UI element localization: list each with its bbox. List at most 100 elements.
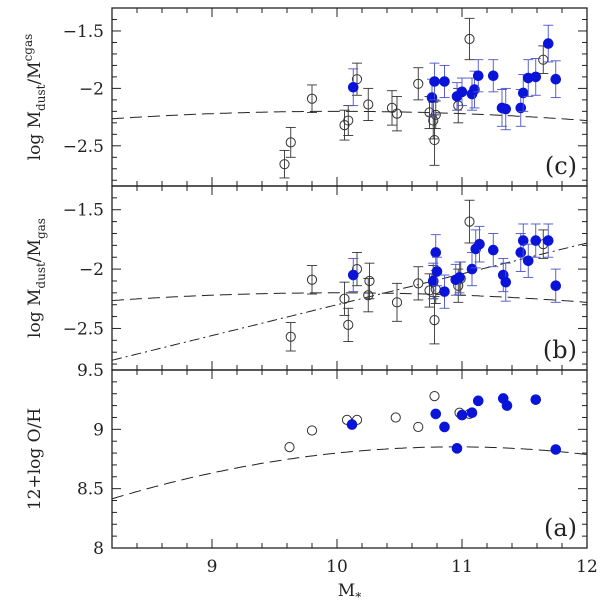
y-tick-label: 8: [93, 539, 104, 559]
y-tick-label: −1.5: [63, 22, 104, 42]
filled-data-point: [530, 235, 542, 246]
filled-data-point: [542, 235, 554, 246]
open-data-point: [430, 109, 441, 120]
panel-label: (b): [543, 336, 577, 364]
y-axis-label: 12+log O/H: [25, 408, 45, 510]
filled-data-point: [451, 443, 463, 454]
filled-data-point: [430, 408, 442, 420]
filled-data-point: [431, 266, 443, 277]
filled-data-point: [439, 76, 450, 87]
open-data-point: [429, 315, 440, 326]
open-data-point: [279, 159, 290, 170]
open-data-point: [364, 275, 375, 287]
open-data-point: [429, 391, 440, 402]
filled-data-point: [347, 269, 359, 281]
panel-a: 9.5 9 8.5 8 12+log O/H (a) 9 10 11 12 M*: [25, 361, 598, 603]
open-circle-series: [285, 199, 549, 352]
filled-data-point: [550, 73, 562, 85]
filled-data-point: [456, 409, 468, 421]
filled-data-point: [500, 276, 512, 288]
filled-data-point: [530, 394, 542, 405]
open-data-point: [306, 425, 318, 436]
open-data-point: [391, 108, 403, 119]
filled-data-point: [466, 263, 478, 275]
open-data-point: [429, 134, 440, 146]
filled-data-point: [429, 76, 440, 87]
filled-data-point: [487, 244, 499, 256]
y-tick-label: −2.5: [63, 137, 104, 157]
y-tick-label: −1.5: [63, 201, 104, 221]
x-tick-label: 9: [207, 557, 218, 577]
filled-data-point: [515, 247, 527, 258]
open-data-point: [339, 293, 350, 304]
filled-data-point: [487, 70, 499, 82]
x-tick-label: 10: [326, 557, 348, 577]
fit-curve: [112, 110, 587, 121]
y-tick-label: 8.5: [77, 480, 104, 500]
y-tick-label: 9.5: [77, 361, 104, 381]
filled-data-point: [550, 280, 562, 292]
filled-data-point: [472, 70, 484, 82]
fit-curve: [112, 242, 587, 361]
curves: [112, 110, 587, 121]
filled-data-point: [501, 400, 513, 411]
open-data-point: [363, 290, 374, 301]
open-data-point: [413, 78, 424, 89]
y-tick-label: −2.5: [63, 319, 104, 339]
open-data-point: [424, 285, 435, 296]
open-data-point: [306, 274, 318, 285]
filled-data-point: [426, 92, 438, 103]
open-data-point: [390, 412, 401, 423]
filled-data-point: [474, 238, 485, 250]
y-tick-label: 9: [93, 420, 104, 440]
panel-frame: [111, 369, 588, 549]
fit-curve: [112, 446, 587, 500]
open-data-point: [343, 115, 354, 126]
open-data-point: [413, 421, 424, 433]
open-data-point: [464, 33, 475, 45]
open-data-point: [284, 442, 295, 453]
x-tick-label: 12: [576, 557, 598, 577]
open-data-point: [285, 137, 296, 148]
open-data-point: [343, 319, 354, 330]
y-axis-label: log Mdust/Mgas: [25, 218, 48, 338]
filled-data-point: [454, 272, 465, 283]
open-data-point: [306, 93, 318, 104]
filled-circle-series: [346, 393, 562, 455]
curves: [112, 242, 587, 361]
panel-frame: [111, 7, 588, 187]
panel-label: (c): [545, 152, 577, 180]
open-data-point: [363, 99, 374, 110]
filled-circle-series: [347, 24, 562, 131]
y-tick-label: −2: [79, 79, 104, 99]
filled-data-point: [347, 81, 359, 93]
filled-data-point: [430, 247, 442, 258]
panel-c: −1.5 −2 −2.5 log Mdust/Mcgas (c): [21, 7, 588, 187]
open-data-point: [391, 297, 403, 308]
filled-data-point: [439, 286, 450, 297]
filled-data-point: [500, 103, 512, 115]
filled-data-point: [439, 421, 450, 433]
fit-curve: [112, 292, 587, 303]
open-data-point: [285, 331, 296, 342]
x-axis-label: M*: [338, 581, 361, 603]
y-tick-label: −2: [79, 260, 104, 280]
filled-data-point: [522, 255, 534, 267]
y-axis-label: log Mdust/Mcgas: [21, 34, 48, 161]
filled-data-point: [542, 38, 554, 49]
filled-data-point: [472, 395, 484, 407]
open-data-point: [413, 278, 424, 289]
panel-b: −1.5 −2 −2.5 log Mdust/Mgas (b): [25, 185, 588, 371]
open-data-point: [464, 216, 475, 227]
filled-circle-series: [347, 223, 562, 309]
panel-label: (a): [544, 514, 577, 542]
filled-data-point: [456, 86, 468, 98]
filled-data-point: [517, 235, 529, 246]
filled-data-point: [530, 71, 542, 83]
open-circle-series: [279, 17, 549, 179]
open-circle-series: [284, 391, 475, 453]
filled-data-point: [550, 444, 562, 455]
curves: [112, 446, 587, 500]
filled-data-point: [346, 419, 358, 430]
